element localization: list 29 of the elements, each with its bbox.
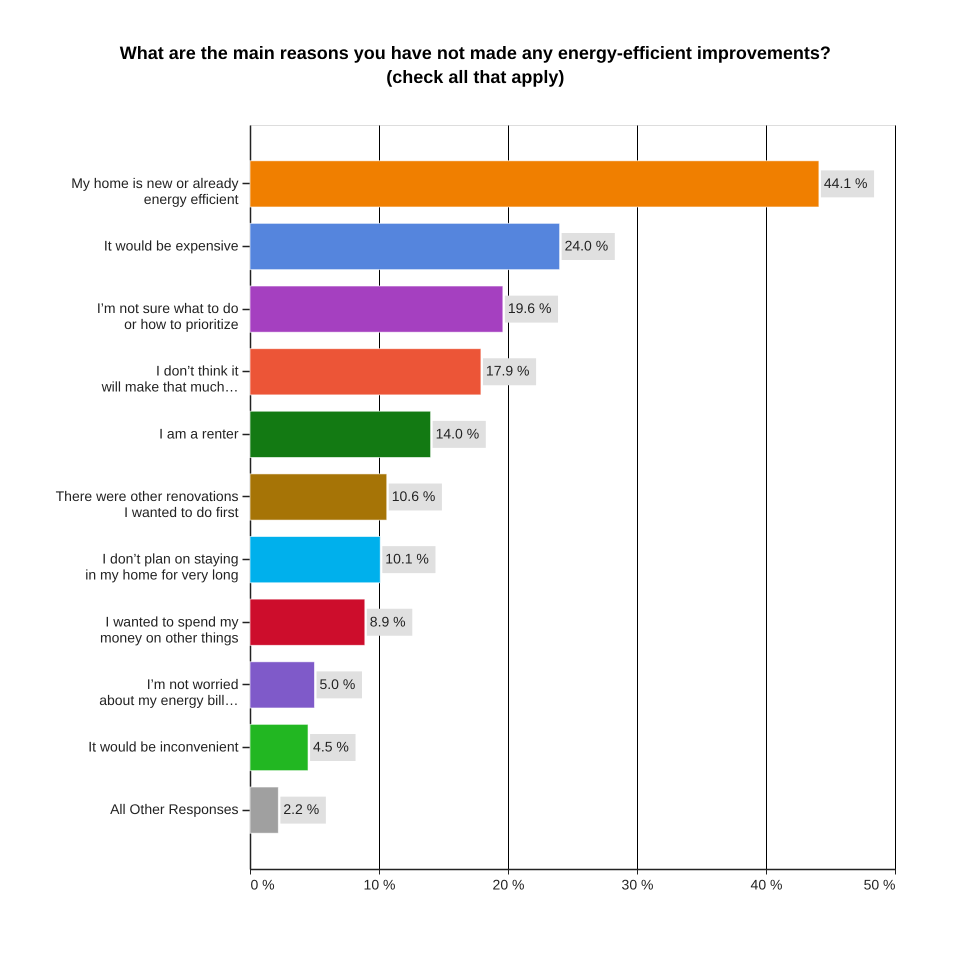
data-label: 10.6 % [392,488,436,504]
y-tick-label: I am a renter [159,425,239,442]
y-tick-label: I don’t plan on staying in my home for very long [85,550,238,583]
data-label: 24.0 % [564,237,608,254]
data-label: 2.2 % [283,801,320,818]
data-label: 44.1 % [824,174,868,191]
y-tick-label: I’m not sure what to do or how to prioritize [96,300,239,332]
y-tick-label: My home is new or already energy efficient [71,174,239,207]
data-label: 14.0 % [436,425,480,442]
x-tick-label: 10 % [364,876,396,892]
y-tick-label: I wanted to spend my money on other things [100,613,238,646]
y-tick-label: I’m not worried about my energy bill… [99,676,238,708]
y-tick-label: All Other Responses [110,801,238,818]
x-tick-label: 40 % [750,876,782,892]
y-tick-label: It would be expensive [104,237,239,254]
data-label: 10.1 % [385,550,429,567]
y-tick-label: It would be inconvenient [88,738,239,755]
x-tick-label: 30 % [622,876,654,892]
data-label: 5.0 % [320,676,356,692]
data-label: 8.9 % [370,613,406,630]
x-tick-label: 0 % [250,876,275,892]
data-label: 4.5 % [313,738,349,755]
chart-title: What are the main reasons you have not made any energy-efficient improvements? (check all that apply) [120,43,831,87]
data-label: 17.9 % [486,362,530,379]
x-tick-label: 50 % [864,876,896,892]
y-tick-label: There were other renovations I wanted to do first [56,488,239,520]
data-label: 19.6 % [508,300,552,316]
x-tick-label: 20 % [492,876,524,892]
y-tick-label: I don’t think it will make that much… [100,362,239,395]
